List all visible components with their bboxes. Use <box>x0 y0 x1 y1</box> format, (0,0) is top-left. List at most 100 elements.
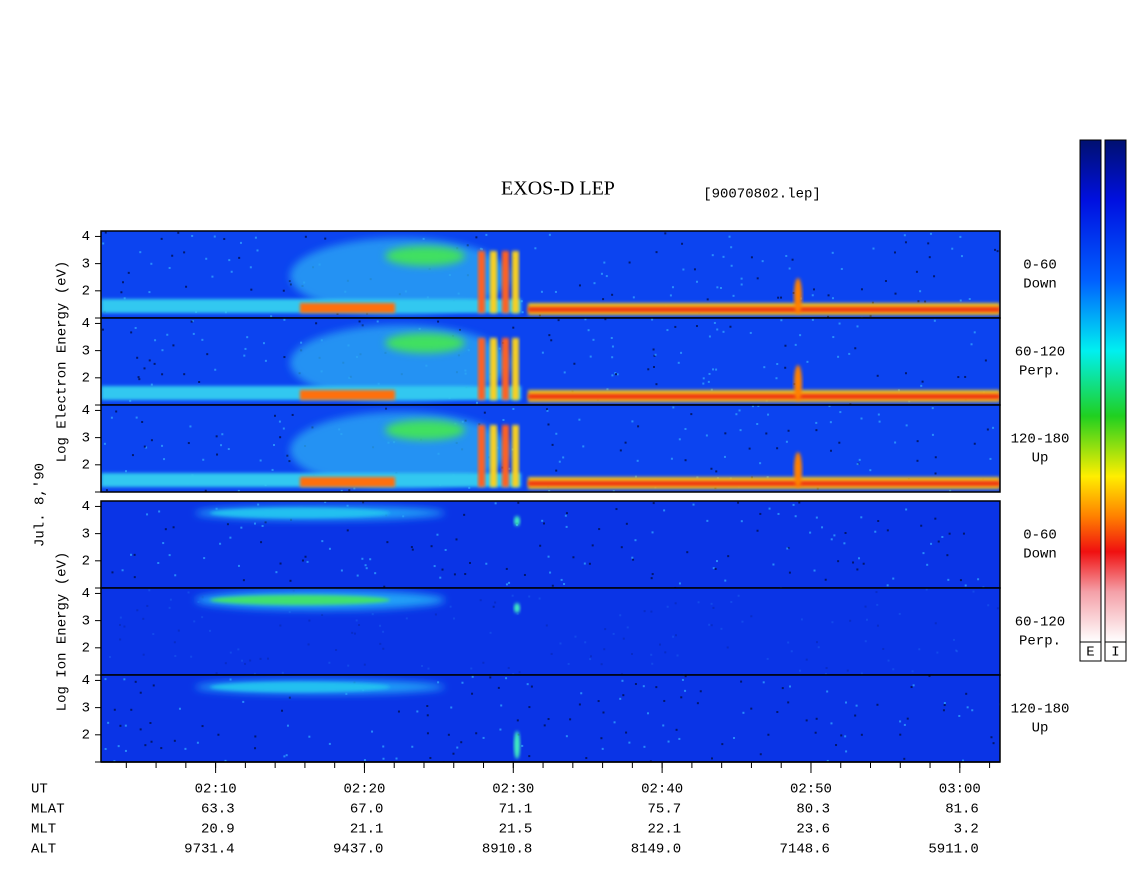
noise <box>288 611 291 614</box>
noise <box>619 614 622 617</box>
noise <box>104 231 107 234</box>
noise <box>798 501 801 504</box>
noise <box>723 455 726 458</box>
noise <box>346 504 349 507</box>
noise <box>911 670 914 673</box>
noise <box>721 743 724 746</box>
noise <box>275 571 278 574</box>
noise <box>107 721 110 724</box>
noise <box>345 692 348 695</box>
noise <box>957 376 960 379</box>
noise <box>605 275 608 278</box>
noise <box>968 298 971 301</box>
noise <box>554 290 557 293</box>
noise <box>282 289 285 292</box>
noise <box>996 607 999 610</box>
y-tick-label: 3 <box>82 430 90 446</box>
noise <box>426 705 429 708</box>
noise <box>706 298 709 301</box>
noise <box>987 604 990 607</box>
noise <box>494 601 497 604</box>
title: EXOS-D LEP <box>501 178 615 200</box>
noise <box>992 742 995 745</box>
noise <box>289 579 292 582</box>
noise <box>740 283 743 286</box>
noise <box>548 233 551 236</box>
noise <box>920 384 923 387</box>
noise <box>767 733 770 736</box>
noise <box>815 429 818 432</box>
noise <box>348 489 351 492</box>
noise <box>461 681 464 684</box>
colorbars: E I <box>1079 139 1127 662</box>
noise <box>278 420 281 423</box>
noise <box>450 706 453 709</box>
noise <box>631 556 634 559</box>
noise <box>540 290 543 293</box>
noise <box>750 615 753 618</box>
noise <box>905 424 908 427</box>
noise <box>652 348 655 351</box>
noise <box>172 344 175 347</box>
feature <box>502 425 509 487</box>
noise <box>146 604 149 607</box>
noise <box>616 373 619 376</box>
noise <box>379 624 382 627</box>
noise <box>494 502 497 505</box>
noise <box>642 685 645 688</box>
noise <box>762 681 765 684</box>
noise <box>628 261 631 264</box>
noise <box>113 708 116 711</box>
noise <box>625 522 628 525</box>
noise <box>759 462 762 465</box>
orbit-row-name: MLT <box>31 822 56 838</box>
ut-label: UT <box>31 782 48 798</box>
noise <box>858 557 861 560</box>
noise <box>871 301 874 304</box>
spectrogram <box>101 501 1000 588</box>
noise <box>652 365 655 368</box>
noise <box>651 531 654 534</box>
noise <box>749 331 752 334</box>
noise <box>634 475 637 478</box>
noise <box>223 237 226 240</box>
noise <box>470 667 473 670</box>
noise <box>705 434 708 437</box>
noise <box>174 574 177 577</box>
noise <box>869 314 872 317</box>
noise <box>678 582 681 585</box>
noise <box>557 319 560 322</box>
feature <box>210 595 390 605</box>
noise <box>139 251 142 254</box>
noise <box>674 325 677 328</box>
noise <box>886 529 889 532</box>
noise <box>376 320 379 323</box>
noise <box>597 700 600 703</box>
noise <box>168 266 171 269</box>
noise <box>931 407 934 410</box>
noise <box>253 672 256 675</box>
noise <box>351 631 354 634</box>
noise <box>589 355 592 358</box>
noise <box>301 559 304 562</box>
colorbar <box>1079 139 1102 643</box>
noise <box>281 709 284 712</box>
noise <box>792 503 795 506</box>
noise <box>912 684 915 687</box>
orbit-value: 23.6 <box>796 822 830 838</box>
noise <box>676 654 679 657</box>
noise <box>453 617 456 620</box>
noise <box>541 351 544 354</box>
noise <box>966 706 969 709</box>
noise <box>204 489 207 492</box>
feature <box>300 477 395 487</box>
noise <box>620 546 623 549</box>
noise <box>855 704 858 707</box>
noise <box>273 414 276 417</box>
panel-angle: 60-120 <box>1015 345 1065 361</box>
noise <box>814 731 817 734</box>
noise <box>852 561 855 564</box>
noise <box>780 319 783 322</box>
noise <box>539 544 542 547</box>
noise <box>244 662 247 665</box>
